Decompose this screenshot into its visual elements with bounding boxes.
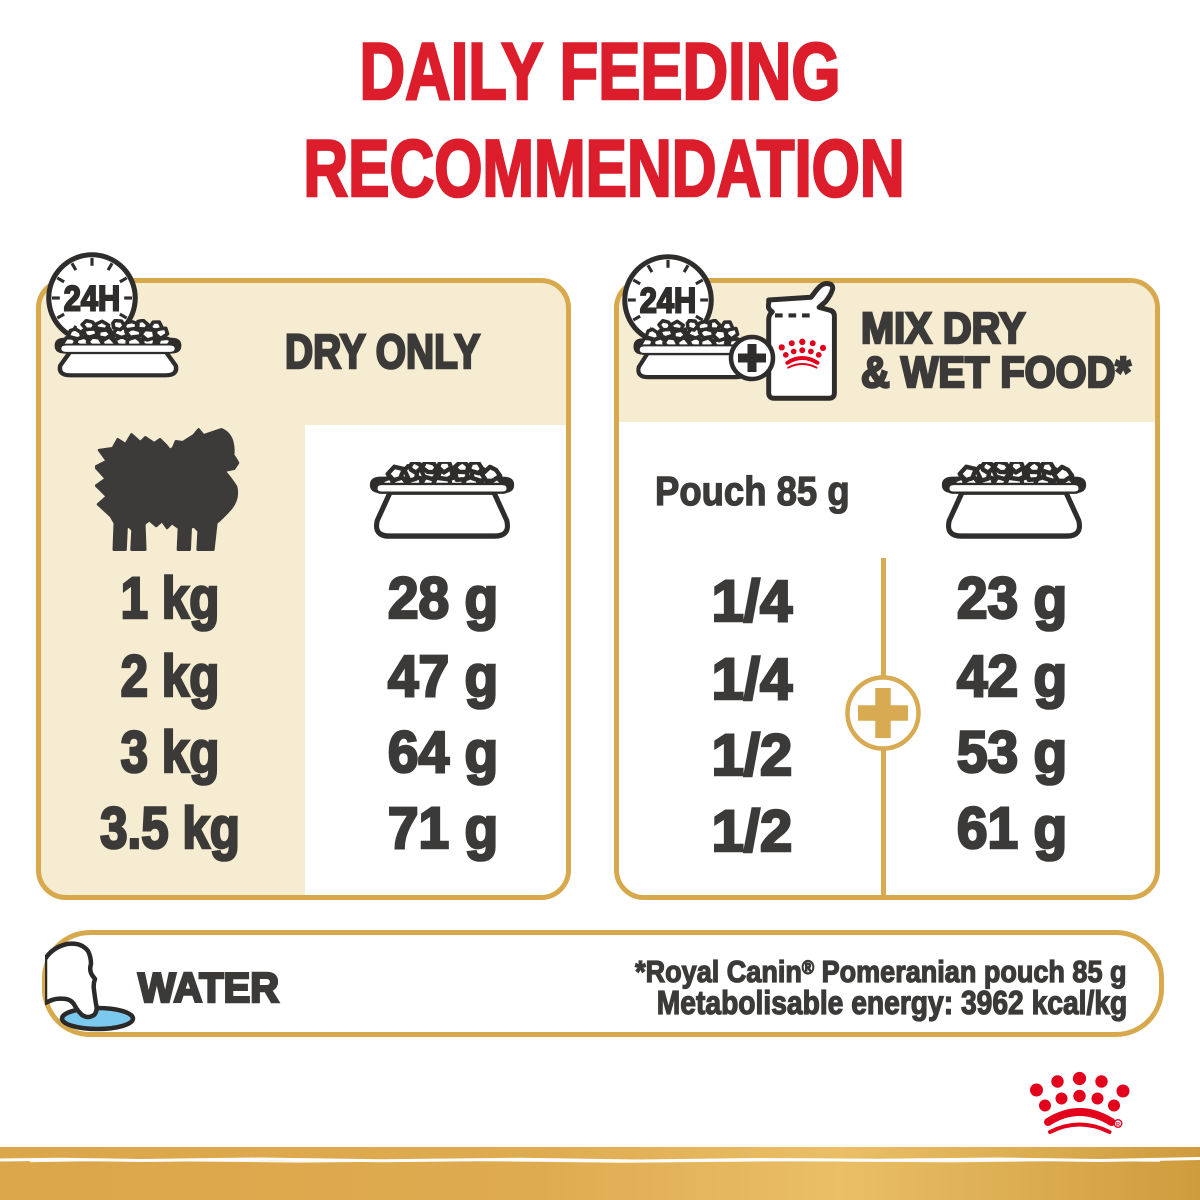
svg-text:R: R <box>1116 1122 1120 1128</box>
